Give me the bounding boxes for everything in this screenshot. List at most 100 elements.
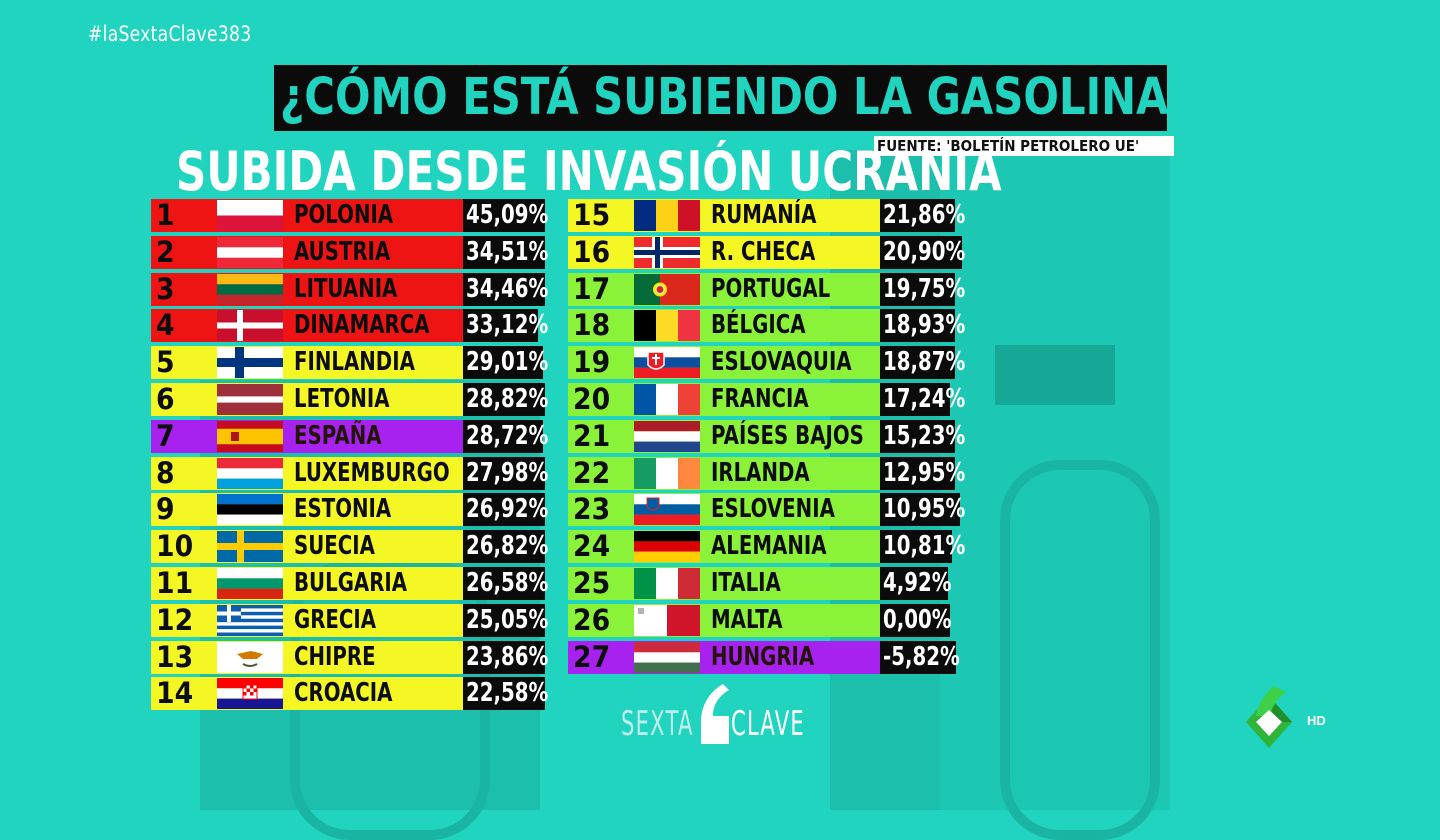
value-box: 34,51% <box>463 235 548 269</box>
increase-percentage: 28,72% <box>466 420 549 451</box>
background-hose-right <box>1000 460 1160 840</box>
value-box: 20,90% <box>880 235 965 269</box>
rank-number: 20 <box>573 381 611 416</box>
row-band <box>151 566 463 600</box>
source-label: FUENTE: 'BOLETÍN PETROLERO UE' <box>877 137 1140 155</box>
slovakia-flag-icon <box>634 347 700 379</box>
denmark-flag-icon <box>217 310 283 342</box>
rank-number: 27 <box>573 639 611 674</box>
value-box: 23,86% <box>463 640 549 674</box>
value-box: 28,82% <box>463 382 549 416</box>
greece-flag-icon <box>217 604 283 636</box>
rank-number: 12 <box>156 602 194 637</box>
row-band <box>568 530 880 564</box>
country-name: DINAMARCA <box>294 310 430 341</box>
country-name: ESLOVAQUIA <box>711 347 852 378</box>
country-name: PAÍSES BAJOS <box>711 420 864 451</box>
increase-percentage: 10,95% <box>883 494 966 525</box>
increase-percentage: 12,95% <box>883 457 966 488</box>
lithuania-flag-icon <box>217 273 283 305</box>
increase-percentage: 26,92% <box>466 494 549 525</box>
ireland-flag-icon <box>634 457 700 489</box>
row-band <box>568 419 880 453</box>
value-box: 19,75% <box>880 272 965 306</box>
slovenia-flag-icon <box>634 494 700 526</box>
country-name: RUMANÍA <box>711 200 817 230</box>
increase-percentage: 27,98% <box>466 457 549 488</box>
increase-percentage: 33,12% <box>466 310 549 341</box>
row-band <box>151 603 463 637</box>
rank-number: 19 <box>573 345 611 380</box>
row-band <box>568 456 880 490</box>
bulgaria-flag-icon <box>217 567 283 599</box>
increase-percentage: 18,93% <box>883 310 966 341</box>
country-name: PORTUGAL <box>711 273 831 304</box>
estonia-flag-icon <box>217 494 283 526</box>
rank-number: 4 <box>156 308 175 343</box>
sexta-clave-logo: SEXTA CLAVE <box>621 682 823 746</box>
logo-mark-icon <box>701 684 729 744</box>
increase-percentage: 19,75% <box>883 273 966 304</box>
value-box: 26,92% <box>463 493 549 527</box>
value-box: 34,46% <box>463 272 549 306</box>
row-band <box>151 640 463 674</box>
increase-percentage: 29,01% <box>466 347 549 378</box>
country-name: CHIPRE <box>294 641 376 672</box>
france-flag-icon <box>634 383 700 415</box>
increase-percentage: 17,24% <box>883 383 966 414</box>
row-band <box>151 272 463 306</box>
logo-word-clave: CLAVE <box>731 704 805 744</box>
value-box: 12,95% <box>880 456 965 490</box>
rank-number: 18 <box>573 308 611 343</box>
row-band <box>151 309 463 343</box>
italy-flag-icon <box>634 567 700 599</box>
value-box: 25,05% <box>463 603 549 637</box>
sweden-flag-icon <box>217 531 283 563</box>
row-band <box>568 235 880 269</box>
row-band <box>568 346 880 380</box>
country-name: R. CHECA <box>711 236 816 267</box>
value-box: 27,98% <box>463 456 549 490</box>
value-box: 22,58% <box>463 677 549 711</box>
subtitle: SUBIDA DESDE INVASIÓN UCRANIA <box>176 140 1002 203</box>
country-name: FINLANDIA <box>294 347 415 378</box>
rank-number: 11 <box>156 565 194 600</box>
value-box: 18,93% <box>880 309 965 343</box>
value-box: 0,00% <box>880 603 952 637</box>
row-band <box>568 566 880 600</box>
increase-percentage: 22,58% <box>466 678 549 709</box>
country-name: CROACIA <box>294 678 393 709</box>
rank-number: 24 <box>573 529 611 564</box>
belgium-flag-icon <box>634 310 700 342</box>
country-name: HUNGRIA <box>711 641 815 672</box>
country-name: MALTA <box>711 604 783 635</box>
poland-flag-icon <box>217 200 283 231</box>
row-band <box>151 199 463 232</box>
row-band <box>151 456 463 490</box>
country-name: AUSTRIA <box>294 236 391 267</box>
rank-number: 7 <box>156 418 175 453</box>
finland-flag-icon <box>217 347 283 379</box>
luxembourg-flag-icon <box>217 457 283 489</box>
rank-number: 8 <box>156 455 175 490</box>
country-name: SUECIA <box>294 531 375 562</box>
netherlands-flag-icon <box>634 420 700 452</box>
row-band <box>151 677 463 711</box>
cyprus-flag-icon <box>217 641 283 673</box>
rank-number: 26 <box>573 602 611 637</box>
rank-number: 21 <box>573 418 611 453</box>
value-box: 26,58% <box>463 566 548 600</box>
increase-percentage: 4,92% <box>883 567 952 598</box>
increase-percentage: 23,86% <box>466 641 549 672</box>
increase-percentage: 28,82% <box>466 383 549 414</box>
rank-number: 14 <box>156 676 194 711</box>
value-box: 21,86% <box>880 199 965 232</box>
value-box: 33,12% <box>463 309 548 343</box>
background-display <box>995 345 1115 405</box>
row-band <box>151 346 463 380</box>
increase-percentage: 25,05% <box>466 604 549 635</box>
increase-percentage: 26,82% <box>466 531 549 562</box>
rank-number: 25 <box>573 565 611 600</box>
country-name: IRLANDA <box>711 457 810 488</box>
increase-percentage: 34,46% <box>466 273 549 304</box>
